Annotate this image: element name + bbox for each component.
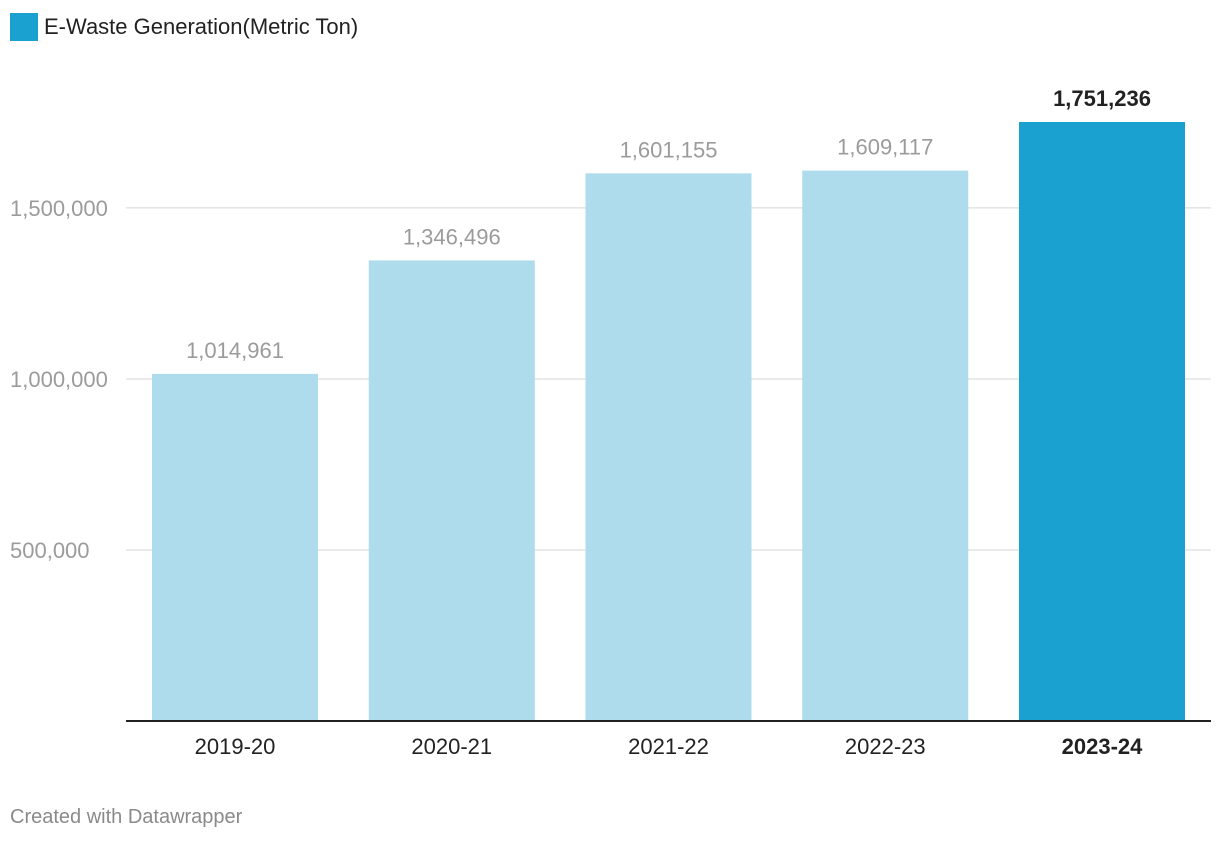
x-tick-label: 2023-24 [1062,734,1144,759]
value-label: 1,609,117 [837,135,933,160]
x-tick-label: 2022-23 [845,734,926,759]
value-label: 1,014,961 [186,338,284,363]
y-tick-label: 1,000,000 [10,367,108,392]
x-tick-label: 2020-21 [411,734,492,759]
bar [585,173,752,721]
value-label: 1,601,155 [620,137,718,162]
x-tick-label: 2021-22 [628,734,709,759]
y-tick-label: 500,000 [10,538,90,563]
bar [1019,122,1185,721]
bar [368,260,535,721]
bar [152,373,318,721]
y-tick-label: 1,500,000 [10,196,108,221]
datawrapper-credit: Created with Datawrapper [10,806,243,828]
legend-swatch [10,13,38,41]
chart-legend: E-Waste Generation(Metric Ton) [10,12,358,42]
value-label: 1,751,236 [1053,86,1151,111]
x-tick-label: 2019-20 [195,734,276,759]
legend-label: E-Waste Generation(Metric Ton) [44,14,359,39]
bar [802,170,969,722]
value-label: 1,346,496 [403,224,501,249]
